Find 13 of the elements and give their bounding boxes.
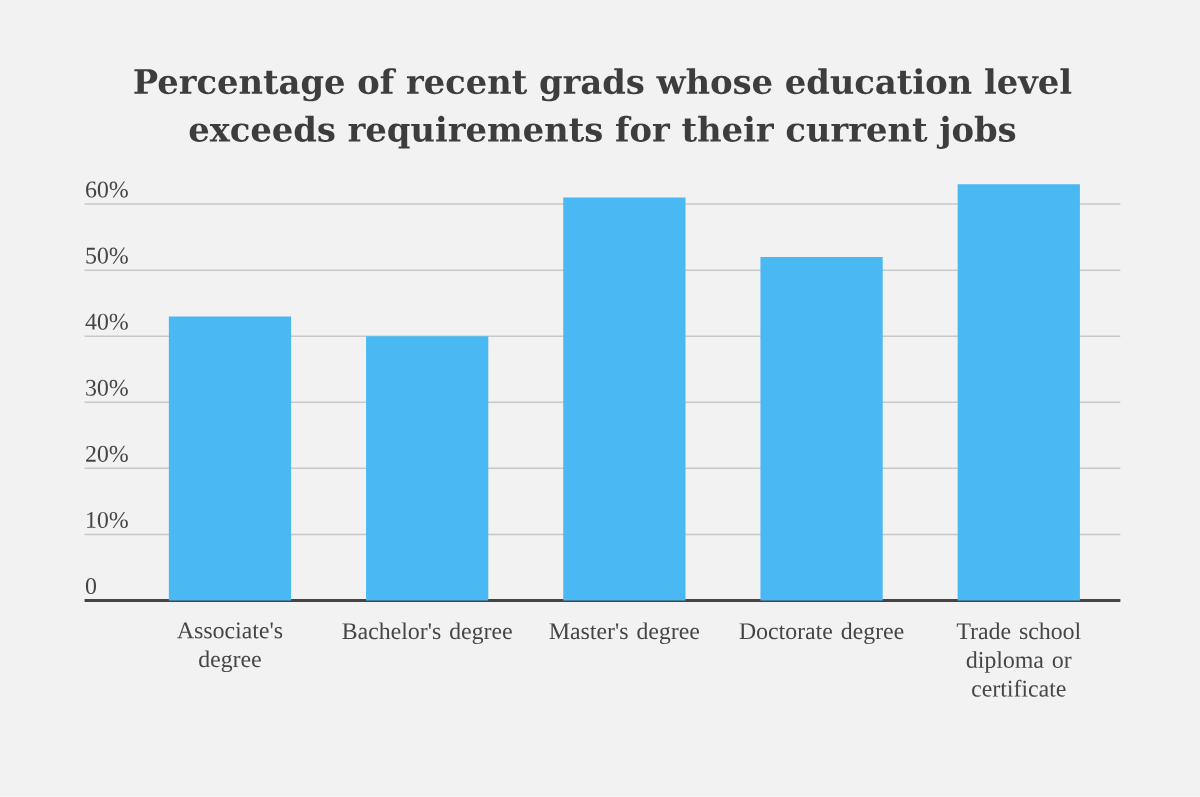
x-tick-label: Trade school diploma or certificate (956, 622, 1081, 697)
y-tick-label: 20% (86, 445, 128, 463)
y-tick-label: 10% (87, 512, 128, 529)
y-tick-label: 60% (86, 181, 128, 198)
x-tick-label: Master's degree (549, 622, 700, 645)
y-tick-label: 50% (86, 247, 128, 264)
y-tick-label: 0 (85, 578, 97, 595)
y-tick-label: 30% (86, 379, 128, 397)
x-tick-label: Associate's degree (177, 622, 283, 673)
x-tick-label: Doctorate degree (739, 622, 904, 645)
chart-title: Percentage of recent grads whose education level exceeds requirements for their current jobs (134, 68, 1072, 150)
x-tick-label: Bachelor's degree (342, 622, 512, 645)
y-tick-label: 40% (85, 313, 128, 330)
